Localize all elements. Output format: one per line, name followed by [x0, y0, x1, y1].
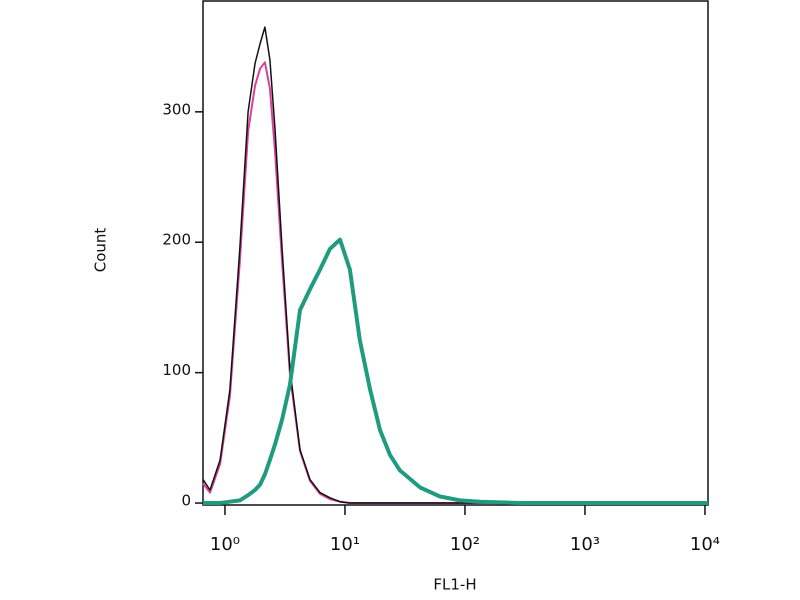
plot-frame: [202, 0, 709, 506]
histogram-line: [203, 237, 708, 505]
x-tick-label: 10⁴: [690, 534, 720, 555]
x-axis-label: FL1-H: [433, 576, 476, 594]
y-tick-label: 200: [162, 231, 191, 249]
y-tick-label: 0: [181, 492, 191, 510]
y-axis-label: Count: [92, 228, 110, 273]
histogram-line: [202, 26, 708, 504]
x-tick-label: 10³: [570, 534, 600, 555]
y-tick-label: 300: [162, 100, 191, 118]
x-tick-label: 10¹: [330, 534, 360, 555]
y-tick-label: 100: [162, 361, 191, 379]
x-tick-label: 10⁰: [210, 534, 240, 555]
x-tick-label: 10²: [450, 534, 480, 555]
